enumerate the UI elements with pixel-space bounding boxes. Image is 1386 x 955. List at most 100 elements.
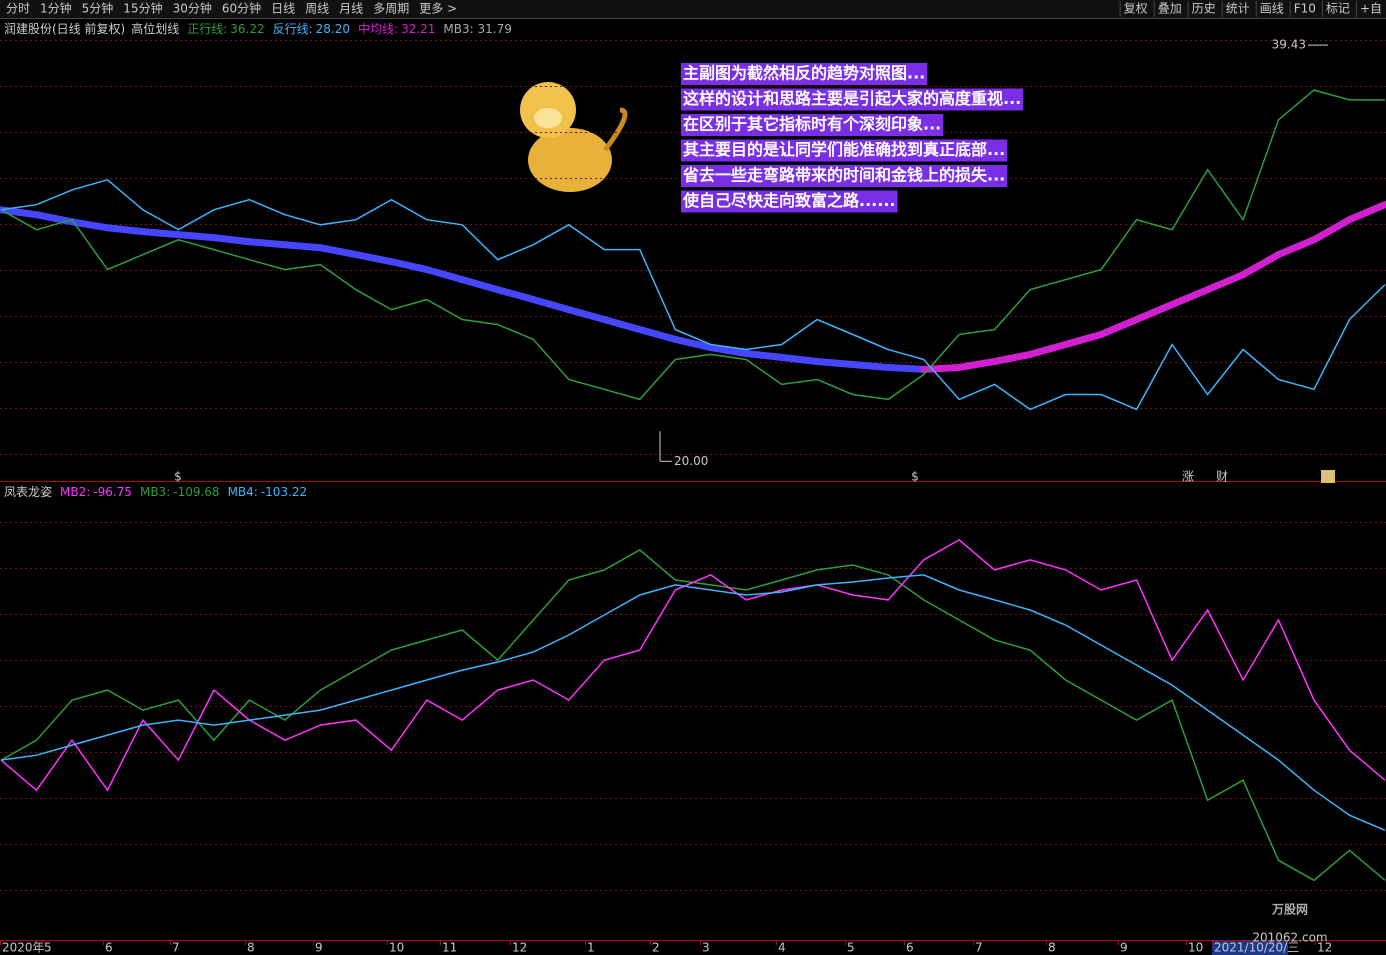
tool-button[interactable]: 标记 (1326, 2, 1350, 16)
tool-button[interactable]: 叠加 (1158, 2, 1182, 16)
band-segment (1239, 251, 1283, 279)
band-segment (0, 206, 40, 219)
period-button[interactable]: 多周期 (373, 2, 409, 16)
band-segment (1346, 201, 1386, 224)
band-segment (1168, 286, 1212, 308)
tool-button[interactable]: 画线 (1260, 2, 1284, 16)
band-segment (671, 335, 715, 352)
period-button[interactable]: 15分钟 (123, 1, 162, 16)
band-segment (139, 228, 182, 239)
x-tick-label: 2 (652, 941, 660, 955)
band-segment (245, 238, 289, 249)
period-button[interactable]: 1分钟 (40, 1, 72, 16)
band-segment (387, 258, 431, 274)
band-segment (1275, 236, 1318, 259)
annotation-highlight (681, 88, 1024, 111)
x-tick-label: 10 (1188, 941, 1203, 955)
watermark-site: 201062.com (1252, 931, 1327, 945)
band-segment (778, 353, 821, 365)
x-tick-label: 8 (1048, 941, 1056, 955)
period-button[interactable]: 30分钟 (173, 1, 212, 16)
x-tick-label: 4 (778, 941, 786, 955)
band-segment (1310, 216, 1354, 244)
band-segment (707, 344, 750, 358)
band-segment (423, 266, 466, 284)
period-button[interactable]: 日线 (271, 2, 295, 16)
indicator-line (0, 538, 1386, 792)
tool-button[interactable]: 统计 (1226, 2, 1250, 16)
high-label: 39.43 (1272, 38, 1306, 52)
band-segment (991, 350, 1034, 365)
band-segment (1097, 315, 1141, 338)
legend-item: 正行线: (187, 22, 227, 36)
legend-item: 反行线: (273, 22, 313, 36)
legend-item: -96.75 (93, 485, 132, 499)
x-tick-label: 12 (1317, 941, 1332, 955)
low-label: 20.00 (674, 454, 708, 468)
legend-item: MB3: 31.79 (443, 22, 511, 36)
period-button[interactable]: 月线 (339, 2, 363, 16)
band-segment (174, 231, 218, 242)
tool-button[interactable]: +自 (1360, 2, 1382, 16)
annotation-highlight (681, 165, 1008, 187)
legend-item: MB2: (60, 485, 90, 499)
band-segment (1204, 271, 1247, 294)
tool-button[interactable]: 历史 (1192, 2, 1216, 16)
event-marker[interactable]: 榜 (1322, 469, 1334, 484)
x-tick-label: 3 (702, 941, 710, 955)
price-line (0, 89, 1385, 401)
x-tick-label: 10 (389, 941, 404, 955)
period-button[interactable]: 分时 (6, 2, 30, 16)
x-tick-label: 11 (442, 941, 457, 955)
toolbar-bg (0, 0, 1386, 18)
band-segment (529, 296, 573, 314)
band-segment (636, 326, 679, 343)
x-tick-label: 5 (44, 941, 52, 955)
event-marker[interactable]: 财 (1216, 470, 1228, 484)
annotation-line: 其主要目的是让同学们能准确找到真正底部... (683, 140, 1005, 159)
legend-item: MB4: (228, 485, 258, 499)
annotation-line: 主副图为截然相反的趋势对照图... (683, 64, 925, 83)
band-segment (68, 218, 111, 232)
band-segment (813, 357, 857, 368)
legend-item: 凤表龙姿 (4, 485, 52, 499)
price-line (0, 178, 1386, 411)
band-segment (210, 234, 253, 246)
band-segment (920, 363, 963, 373)
event-marker[interactable]: 涨 (1182, 469, 1194, 484)
legend-item: -103.22 (261, 485, 307, 499)
x-tick-label: 6 (105, 941, 113, 955)
annotation-highlight (681, 139, 1008, 162)
period-button[interactable]: 5分钟 (82, 1, 114, 16)
band-segment (352, 251, 395, 266)
x-tick-label: 8 (247, 941, 255, 955)
annotation-line: 省去一些走弯路带来的时间和金钱上的损失... (682, 166, 1005, 185)
band-segment (458, 276, 502, 294)
tool-button[interactable]: F10 (1294, 2, 1316, 16)
x-tick-label: 9 (315, 941, 323, 955)
band-segment (600, 315, 644, 334)
period-button[interactable]: 周线 (305, 2, 329, 16)
band-segment (849, 360, 892, 371)
period-button[interactable]: 60分钟 (222, 1, 261, 16)
annotation-line: 在区别于其它指标时有个深刻印象... (683, 115, 941, 134)
event-marker[interactable]: $ (174, 470, 182, 484)
x-tick-label: 5 (847, 941, 855, 955)
x-tick-label: 7 (975, 941, 983, 955)
x-tick-label: 7 (172, 941, 180, 955)
x-tick-label: 2020年 (2, 941, 45, 955)
legend-item: 32.21 (401, 22, 435, 36)
tool-button[interactable]: 复权 (1124, 2, 1148, 16)
annotation-line: 使自己尽快走向致富之路...... (682, 191, 895, 210)
x-tick-label: 2021/10/20/三 (1214, 941, 1299, 955)
band-segment (1026, 341, 1070, 358)
period-button[interactable]: 更多 > (419, 2, 457, 16)
legend-item: 润建股份(日线 前复权) (4, 21, 125, 36)
legend: 凤表龙姿 MB2: -96.75 MB3: -109.68 MB4: -103.22 (4, 485, 307, 499)
indicator-line (0, 548, 1386, 882)
event-marker[interactable]: $ (911, 470, 919, 484)
band-segment (955, 357, 999, 371)
lion-sticker (520, 82, 628, 192)
band-segment (742, 350, 786, 361)
